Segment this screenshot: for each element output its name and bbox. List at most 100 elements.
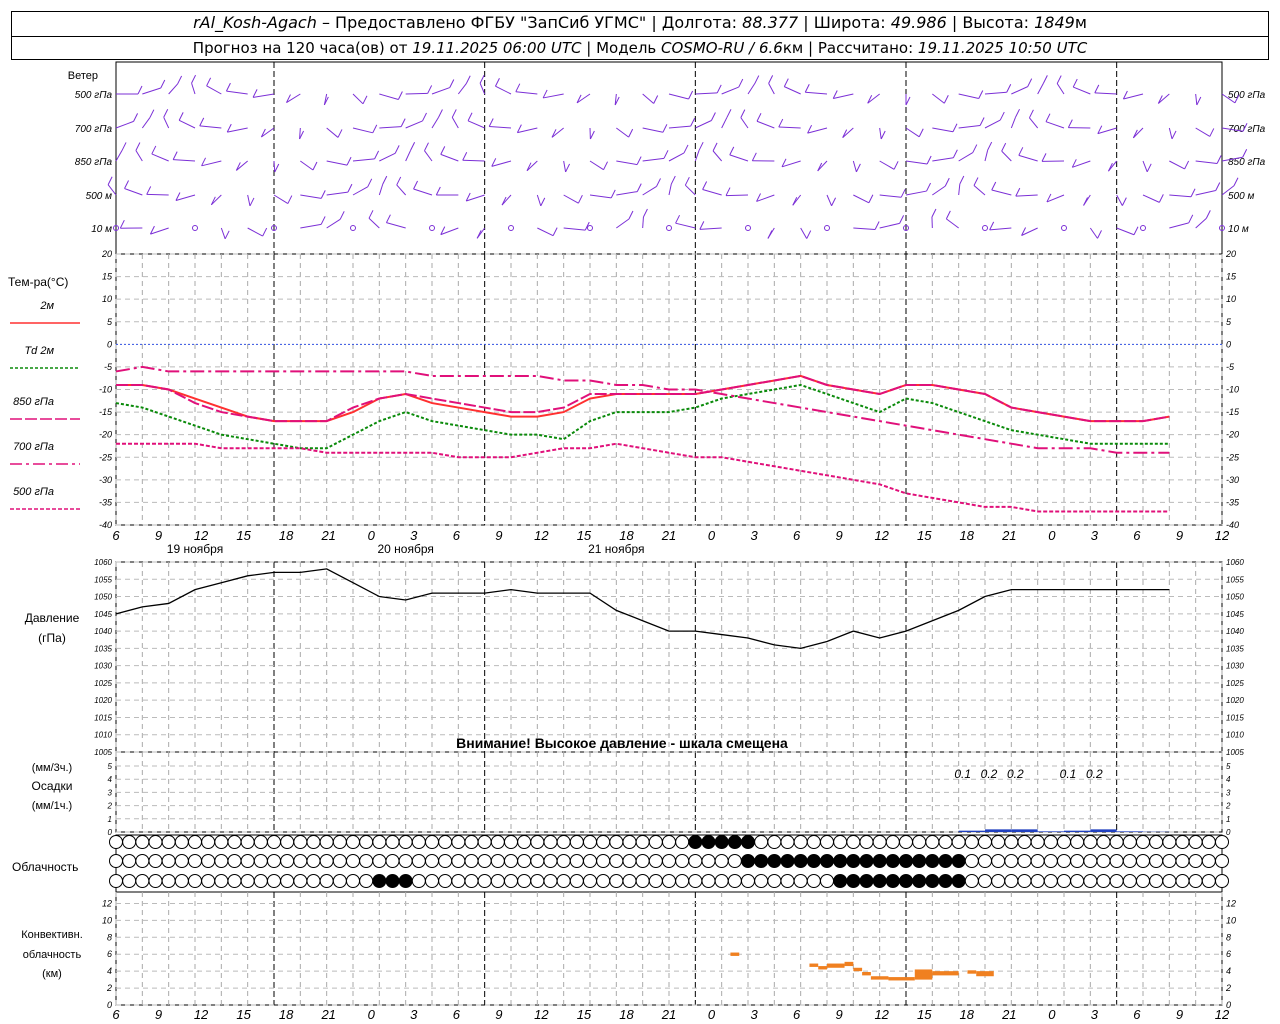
wind-barb-shaft <box>973 185 986 196</box>
hour-label-bottom: 3 <box>410 1007 418 1022</box>
hour-label-top: 21 <box>661 528 676 543</box>
cloud-circle <box>293 874 308 888</box>
wind-barb-shaft <box>431 117 439 129</box>
wind-barb-shaft <box>440 153 459 162</box>
cloud-circle <box>569 835 584 849</box>
cloud-circle <box>1175 874 1190 888</box>
temp-tick-right: 20 <box>1225 249 1236 259</box>
wind-barb-flag <box>368 210 374 219</box>
hour-label-top: 12 <box>194 528 209 543</box>
cloud-circle <box>767 874 782 888</box>
cloud-circle <box>174 854 189 868</box>
hour-label-top: 12 <box>874 528 889 543</box>
temp-tick-right: -40 <box>1226 520 1239 530</box>
wind-barb-flag <box>867 95 873 104</box>
wind-barb-shaft <box>721 117 728 129</box>
calm-circle <box>745 225 751 231</box>
wind-barb-shaft <box>1094 92 1117 95</box>
conv-tick-right: 12 <box>1226 898 1236 908</box>
wind-barb-flag <box>1021 227 1027 236</box>
pres-tick-left: 1035 <box>94 644 112 653</box>
wind-barb-flag <box>135 142 141 151</box>
wind-barb-shaft <box>491 160 512 167</box>
cloud-circle <box>596 874 611 888</box>
wind-barb-flag <box>424 142 429 151</box>
wind-barb-shaft <box>467 120 485 129</box>
cloud-circle <box>1083 874 1098 888</box>
temp-tick-right: 0 <box>1226 339 1231 349</box>
conv-cloud-bar <box>844 961 854 967</box>
wind-barb-flag <box>137 85 143 95</box>
wind-barb-flag <box>656 178 661 187</box>
wind-barb-shaft <box>740 117 749 129</box>
conv-unit: (км) <box>42 968 62 980</box>
temp-series-line <box>116 442 1170 513</box>
hour-label-bottom: 0 <box>708 1007 716 1022</box>
cloud-circle <box>899 874 913 888</box>
conv-tick-left: 6 <box>107 949 112 959</box>
wind-barb-flag <box>337 129 343 138</box>
cloud-circle <box>161 874 176 888</box>
wind-barb-shaft <box>210 194 222 206</box>
wind-barb-shaft <box>352 158 375 162</box>
cloud-circle <box>925 874 940 888</box>
wind-barb-shaft <box>1221 185 1235 196</box>
cloud-circle <box>188 874 202 888</box>
cloud-circle <box>346 835 360 849</box>
cloud-circle <box>991 874 1006 888</box>
wind-title: Ветер <box>68 70 98 82</box>
wind-barb-shaft <box>431 87 450 95</box>
wind-barb-flag <box>1188 214 1194 224</box>
conv-tick-right: 8 <box>1226 932 1231 942</box>
hour-label-top: 3 <box>1091 528 1099 543</box>
cloud-circle <box>385 854 400 868</box>
wind-barb-shaft <box>905 160 928 165</box>
temp-tick-left: 5 <box>107 317 113 327</box>
wind-barb-shaft <box>273 194 289 204</box>
wind-barb-shaft <box>642 127 664 133</box>
wind-barb-flag <box>899 215 905 224</box>
cloud-circle <box>846 835 861 849</box>
wind-barb-flag <box>201 157 207 167</box>
conv-tick-left: 12 <box>102 898 112 908</box>
cloud-circle <box>714 835 729 849</box>
wind-barb-shaft <box>642 93 654 104</box>
cloud-circle <box>925 835 940 849</box>
cloud-circle <box>583 874 597 888</box>
wind-barb-flag <box>589 130 595 140</box>
cloud-circle <box>1122 854 1137 868</box>
wind-barb-shaft <box>747 83 756 95</box>
wind-barb-shaft <box>517 127 538 134</box>
hour-label-top: 18 <box>619 528 634 543</box>
wind-barb-shaft <box>1037 83 1044 95</box>
cloud-circle <box>714 874 729 888</box>
wind-barb-flag <box>926 155 932 165</box>
wind-barb-shaft <box>352 127 373 134</box>
temp-tick-left: 0 <box>107 339 112 349</box>
wind-barb-flag <box>1133 226 1139 235</box>
cloud-circle <box>411 874 426 888</box>
cloud-circle <box>161 854 176 868</box>
cloud-circle <box>464 874 479 888</box>
chart-header: rAl_Kosh-Agach – Предоставлено ФГБУ "Зап… <box>11 11 1269 60</box>
conv-cloud-bar <box>914 969 933 980</box>
wind-barb-flag <box>1067 119 1073 128</box>
hour-label-top: 15 <box>236 528 251 543</box>
wind-barb-shaft <box>991 189 1012 196</box>
wind-barb-shaft <box>163 117 170 129</box>
cloud-circle <box>1043 874 1058 888</box>
cloud-circle <box>1136 835 1150 849</box>
wind-barb-flag <box>943 95 949 104</box>
wind-level-label-right: 10 м <box>1228 224 1249 235</box>
header-row-forecast: Прогноз на 120 часа(ов) от 19.11.2025 06… <box>192 39 1088 57</box>
pres-tick-right: 1015 <box>1226 713 1244 722</box>
wind-barb-shaft <box>252 93 275 98</box>
wind-barb-shaft <box>842 127 854 138</box>
cloud-circle <box>951 835 966 849</box>
pressure-line <box>115 568 1170 650</box>
hour-label-bottom: 18 <box>960 1007 975 1022</box>
wind-barb-flag <box>610 189 616 199</box>
hour-label-top: 6 <box>453 528 461 543</box>
wind-barb-shaft <box>396 184 407 196</box>
conv-tick-left: 2 <box>106 983 112 993</box>
